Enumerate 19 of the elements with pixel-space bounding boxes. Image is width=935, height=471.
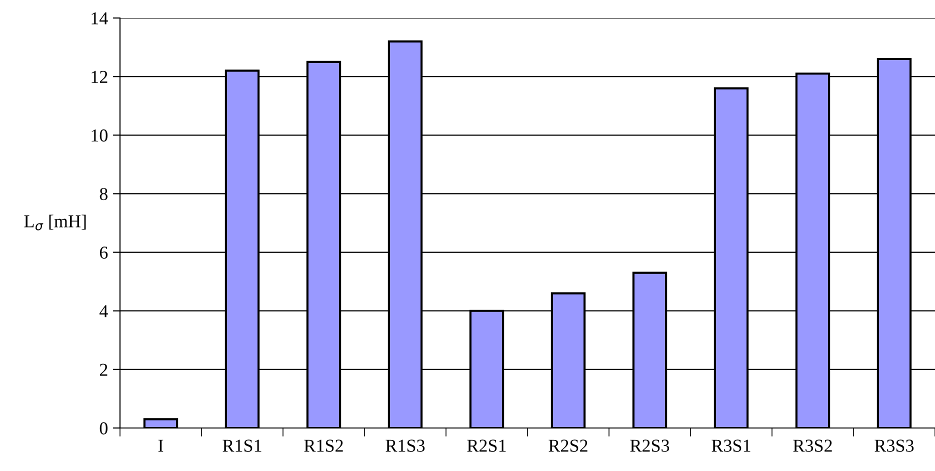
x-tick-label: R3S1	[712, 440, 750, 452]
y-tick-label: 10	[92, 129, 108, 142]
y-axis-title: L$_{σ}$ [mH]	[24, 214, 86, 230]
x-tick-label: I	[158, 440, 164, 452]
y-tick-label: 0	[100, 422, 108, 434]
x-tick-label: R2S2	[548, 440, 588, 452]
y-tick-label: 4	[100, 305, 108, 318]
x-tick-label: R2S3	[630, 440, 670, 452]
y-tick-label: 8	[100, 188, 108, 200]
y-tick-label: 12	[92, 70, 108, 83]
x-tick-label: R3S3	[874, 440, 914, 452]
y-tick-label: 6	[100, 246, 108, 259]
x-tick-label: R1S3	[386, 440, 425, 452]
x-tick-label: R1S1	[222, 440, 262, 452]
x-tick-label: R2S1	[467, 440, 506, 452]
x-tick-label: R3S2	[793, 440, 832, 452]
y-tick-label: 14	[92, 12, 108, 24]
y-tick-label: 2	[100, 364, 108, 376]
x-tick-label: R1S2	[304, 440, 343, 452]
